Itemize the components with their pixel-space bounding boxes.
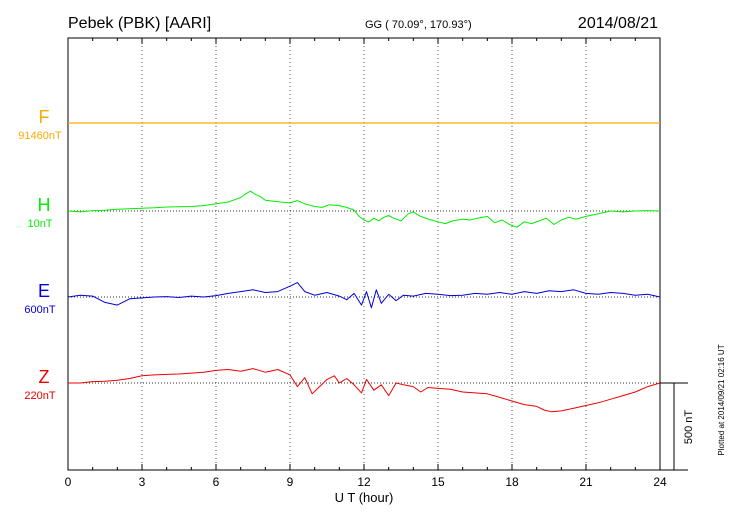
grid <box>141 38 587 470</box>
x-axis-label: U T (hour) <box>335 490 394 505</box>
series-baseline-E: 600nT <box>24 304 55 316</box>
series-name-F: F <box>39 107 50 127</box>
date-label: 2014/08/21 <box>578 15 658 32</box>
tick-label: 21 <box>579 475 593 489</box>
coordinates-label: GG ( 70.09°, 170.93°) <box>365 19 472 31</box>
tick-label: 12 <box>357 475 371 489</box>
series-name-E: E <box>38 281 50 301</box>
series-line-H <box>67 190 661 228</box>
scale-bar-label: 500 nT <box>683 410 695 445</box>
tick-label: 6 <box>213 475 220 489</box>
tick-label: 9 <box>287 475 294 489</box>
series-line-E <box>67 282 661 309</box>
tick-label: 3 <box>139 475 146 489</box>
tick-label: 15 <box>431 475 445 489</box>
scale-bar <box>660 382 688 471</box>
series-name-H: H <box>38 195 51 215</box>
tick-label: 24 <box>653 475 667 489</box>
series-name-Z: Z <box>39 367 50 387</box>
station-title: Pebek (PBK) [AARI] <box>68 15 211 32</box>
x-axis-ticks: 0 3 6 9 12 15 18 21 24 <box>65 38 667 489</box>
tick-label: 0 <box>65 475 72 489</box>
tick-label: 18 <box>505 475 519 489</box>
series-baseline-F: 91460nT <box>18 130 62 142</box>
series-baseline-Z: 220nT <box>24 390 55 402</box>
series-labels: F 91460nT H 10nT E 600nT Z 220nT <box>18 107 62 402</box>
series-lines <box>67 122 661 413</box>
series-baseline-H: 10nT <box>27 218 52 230</box>
series-line-Z <box>68 368 661 413</box>
plotted-at-label: Plotted at 2014/09/21 02:16 UT <box>717 344 726 455</box>
